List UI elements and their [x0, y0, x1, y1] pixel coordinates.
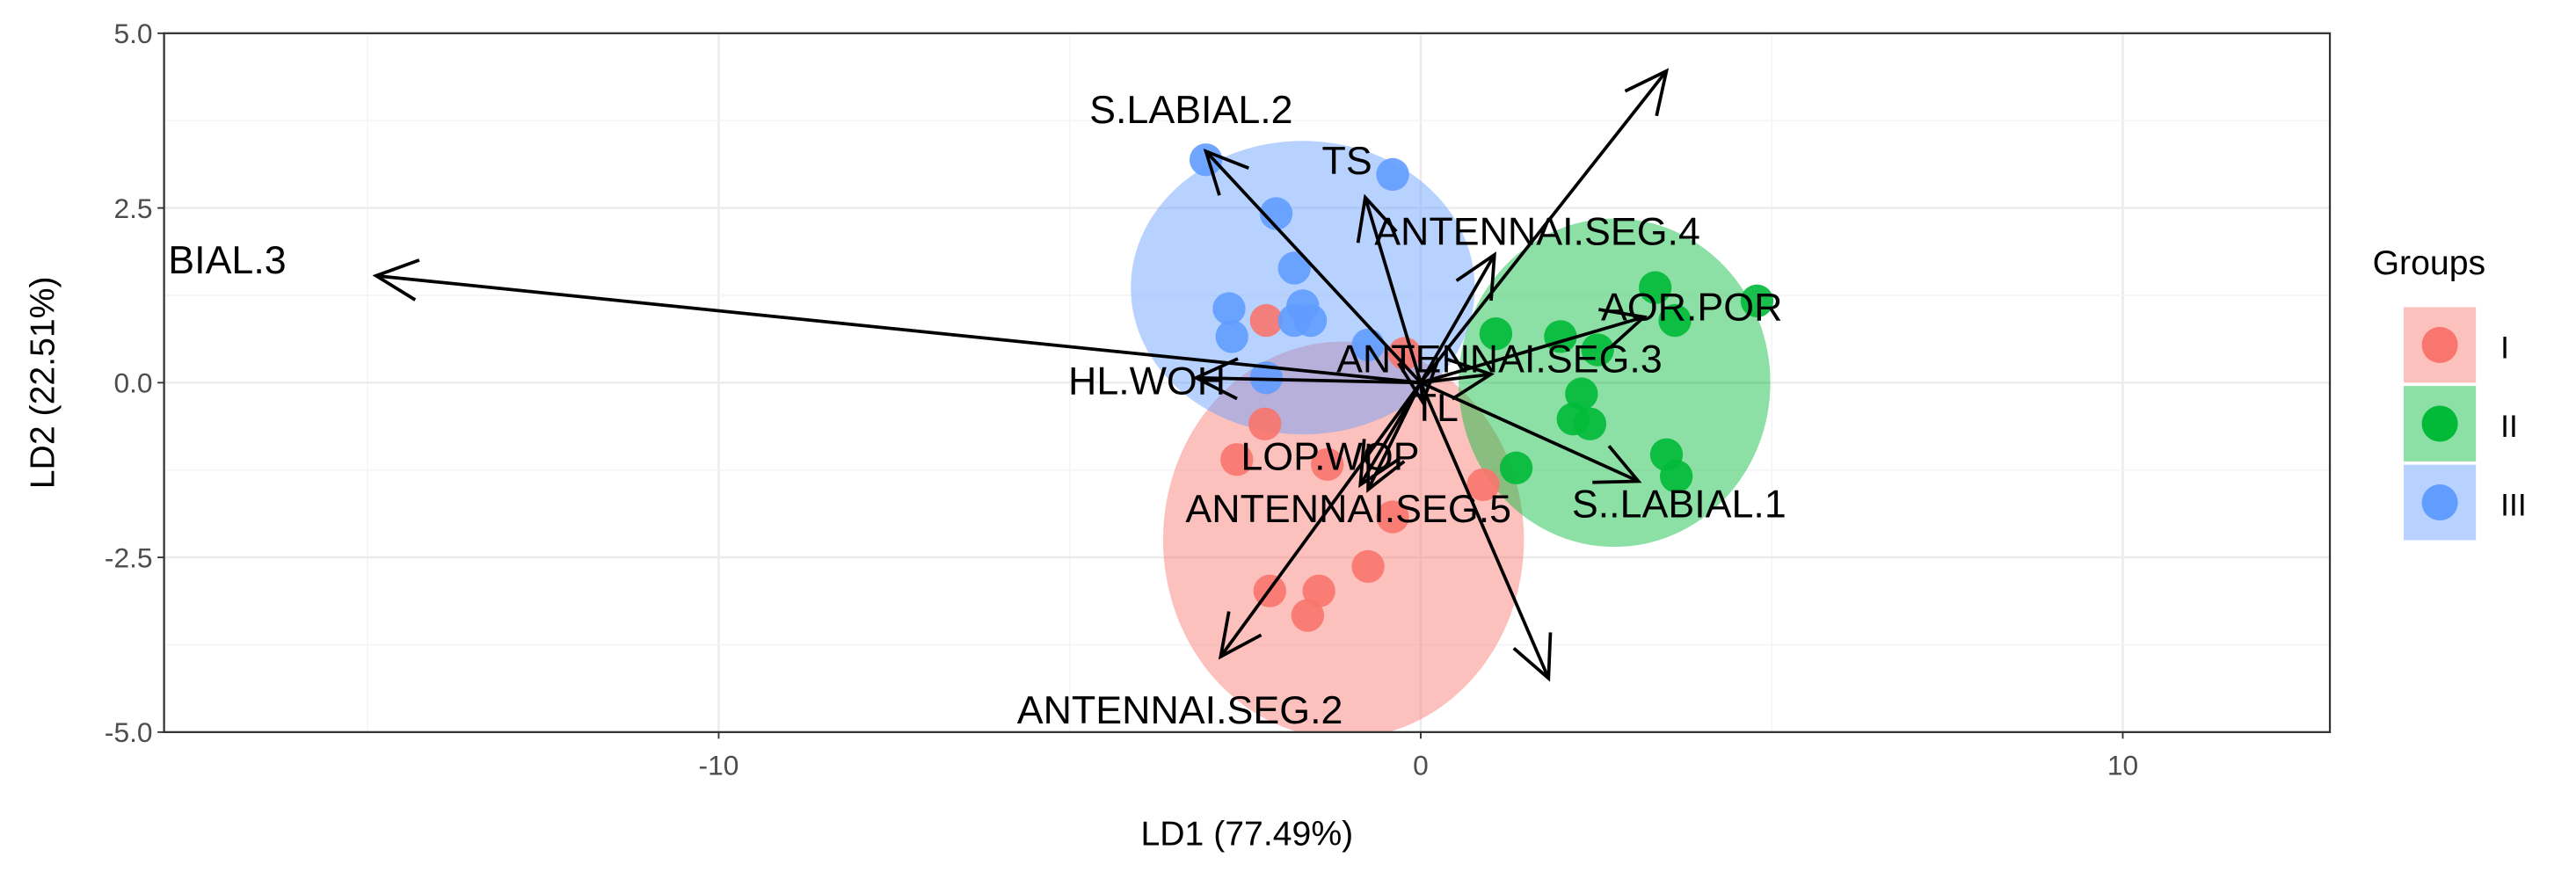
loading-arrow: [1420, 372, 1492, 385]
legend-point-I: [2421, 326, 2458, 363]
data-point-I: [1220, 443, 1254, 476]
y-tick-label: 2.5: [113, 193, 152, 224]
loading-arrow: [1419, 382, 1551, 679]
data-point-II: [1573, 407, 1607, 440]
arrow-head: [1446, 358, 1495, 401]
arrow-label: BIAL.3: [168, 238, 286, 282]
arrow-label: TL: [1413, 386, 1459, 430]
data-point-II: [1581, 333, 1614, 367]
y-tick-label: 5.0: [113, 18, 152, 49]
data-point-I: [1249, 303, 1283, 338]
data-point-II: [1639, 271, 1672, 304]
arrow-head: [1358, 439, 1400, 489]
arrow-label: ANTENNAI.SEG.3: [1336, 337, 1663, 381]
loading-arrow: [1219, 382, 1423, 658]
group-ellipse-I: [1162, 341, 1524, 732]
arrow-label: ANTENNAI.SEG.5: [1185, 487, 1511, 531]
y-tick-label: -2.5: [105, 541, 153, 573]
data-point-III: [1215, 320, 1248, 353]
arrow-head: [1598, 308, 1648, 350]
legend-title: Groups: [2373, 244, 2486, 282]
x-tick-label: -10: [699, 749, 739, 781]
arrow-label: HL.WOH: [1068, 360, 1226, 403]
data-point-III: [1293, 303, 1328, 338]
arrow-head: [372, 258, 420, 302]
legend-point-II: [2421, 405, 2458, 442]
x-axis-title: LD1 (77.49%): [1140, 816, 1353, 854]
arrow-head: [1218, 611, 1263, 660]
data-point-III: [1259, 197, 1293, 230]
arrow-label: LOP.WOP: [1241, 435, 1419, 479]
arrow-head: [1192, 357, 1239, 401]
arrow-label: S.LABIAL.2: [1089, 88, 1292, 132]
y-axis-title: LD2 (22.51%): [25, 276, 62, 489]
data-point-I: [1248, 407, 1282, 440]
arrow-label: ANTENNAI.SEG.2: [1017, 688, 1343, 732]
y-tick-label: 0.0: [113, 367, 152, 399]
data-point-III: [1212, 292, 1246, 325]
legend-label: I: [2500, 330, 2509, 365]
axes: -10 0 10 -5.0 -2.5 0.0 2.5 5.0: [105, 18, 2138, 781]
legend-label: III: [2500, 488, 2527, 523]
arrow-head: [1624, 68, 1670, 117]
loading-arrow: [1196, 375, 1422, 385]
data-point-III: [1376, 157, 1409, 192]
arrow-head: [1455, 251, 1496, 302]
loading-arrow: [1366, 382, 1423, 490]
legend-label: II: [2500, 409, 2518, 444]
data-point-II: [1499, 451, 1533, 485]
data-point-I: [1466, 468, 1500, 502]
data-point-II: [1659, 460, 1693, 493]
data-point-III: [1277, 251, 1311, 285]
data-point-II: [1479, 317, 1513, 351]
data-point-I: [1291, 599, 1325, 632]
data-point-II: [1740, 284, 1774, 317]
arrow-label: TS: [1322, 139, 1372, 183]
arrow-head: [1592, 445, 1642, 484]
loading-arrow: [1204, 149, 1423, 384]
loading-arrow: [1419, 69, 1668, 384]
data-point-I: [1351, 549, 1385, 584]
data-point-I: [1302, 574, 1335, 607]
arrow-head: [1512, 632, 1553, 682]
x-tick-label: 0: [1413, 749, 1429, 781]
loading-arrow: [1364, 197, 1423, 383]
loading-arrow: [1420, 381, 1640, 483]
legend-point-III: [2421, 484, 2458, 521]
loading-arrow: [1420, 315, 1645, 385]
data-point-I: [1311, 447, 1344, 482]
data-point-III: [1189, 143, 1223, 177]
loading-arrow: [1419, 253, 1496, 384]
arrow-head: [1203, 149, 1249, 196]
y-tick-label: -5.0: [105, 716, 153, 748]
data-point-I: [1376, 500, 1409, 534]
group-ellipse-II: [1459, 218, 1771, 548]
arrow-label: AOR.POR: [1601, 285, 1782, 329]
loading-arrow: [375, 273, 1422, 385]
arrow-head: [1366, 443, 1406, 493]
x-tick-label: 10: [2107, 749, 2138, 781]
arrow-label: ANTENNAI.SEG.4: [1374, 210, 1700, 254]
data-point-II: [1565, 377, 1598, 411]
data-point-II: [1658, 303, 1692, 338]
arrow-head: [1397, 358, 1440, 406]
arrow-head: [1356, 193, 1398, 243]
arrow-label: S..LABIAL.1: [1572, 483, 1786, 527]
